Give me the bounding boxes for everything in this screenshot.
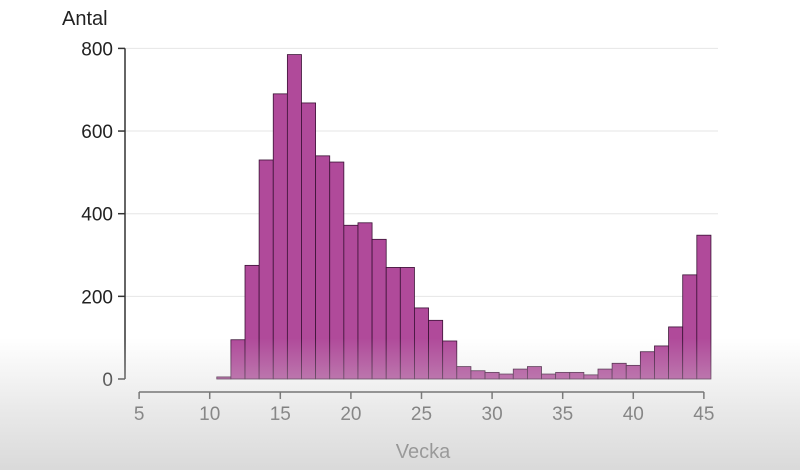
histogram-bar [696, 234, 712, 380]
histogram-bar [569, 371, 585, 380]
histogram-bar [639, 351, 655, 380]
histogram-bar [216, 376, 232, 380]
histogram-bar [456, 366, 472, 380]
x-tick-label: 5 [134, 404, 145, 425]
bars [216, 54, 712, 380]
histogram-bar [442, 340, 458, 380]
x-tick-label: 30 [482, 404, 503, 425]
histogram-bar [498, 373, 514, 380]
histogram-bar [244, 264, 260, 380]
histogram-bar [343, 224, 359, 380]
x-tick-label: 15 [270, 404, 291, 425]
histogram-bar [555, 371, 571, 380]
y-tick-label: 400 [81, 205, 113, 226]
histogram-bar [414, 307, 429, 380]
y-tick-label: 0 [102, 370, 113, 391]
y-axis-title: Antal [62, 8, 108, 30]
histogram-bar [526, 366, 542, 380]
x-tick-label: 25 [411, 404, 432, 425]
histogram-bar [541, 373, 557, 380]
histogram-bar [682, 274, 698, 380]
histogram-bar [583, 374, 599, 380]
histogram-bar [286, 54, 302, 380]
histogram-bar [272, 93, 288, 380]
histogram-bar [668, 326, 684, 380]
histogram-bar [329, 161, 345, 380]
histogram-bar [357, 222, 373, 380]
histogram-bar [484, 371, 500, 380]
histogram-bar [625, 364, 641, 380]
x-axis-title: Vecka [396, 441, 451, 463]
histogram-bar [597, 368, 613, 380]
histogram-bar [399, 267, 415, 380]
histogram-bar [512, 368, 528, 380]
histogram-bar [230, 339, 246, 380]
y-tick-label: 600 [81, 122, 113, 143]
x-axis-ticks: 5 10 15 20 25 30 35 40 45 [134, 392, 714, 425]
x-tick-label: 40 [623, 404, 644, 425]
x-tick-label: 45 [693, 404, 714, 425]
x-tick-label: 35 [552, 404, 573, 425]
grid-lines [125, 47, 718, 297]
y-tick-label: 200 [81, 287, 113, 308]
y-axis-ticks: 0 200 400 600 800 [81, 39, 125, 391]
histogram-bar [315, 155, 331, 380]
histogram-bar [301, 102, 317, 380]
histogram-bar [258, 159, 274, 380]
histogram-bar [371, 238, 387, 380]
histogram-bar [428, 319, 444, 380]
histogram-bar [470, 370, 486, 380]
y-tick-label: 800 [81, 39, 113, 60]
x-tick-label: 20 [340, 404, 361, 425]
x-tick-label: 10 [199, 404, 220, 425]
histogram-bar [611, 362, 627, 380]
histogram-bar [385, 267, 401, 380]
histogram-bar [654, 345, 669, 380]
